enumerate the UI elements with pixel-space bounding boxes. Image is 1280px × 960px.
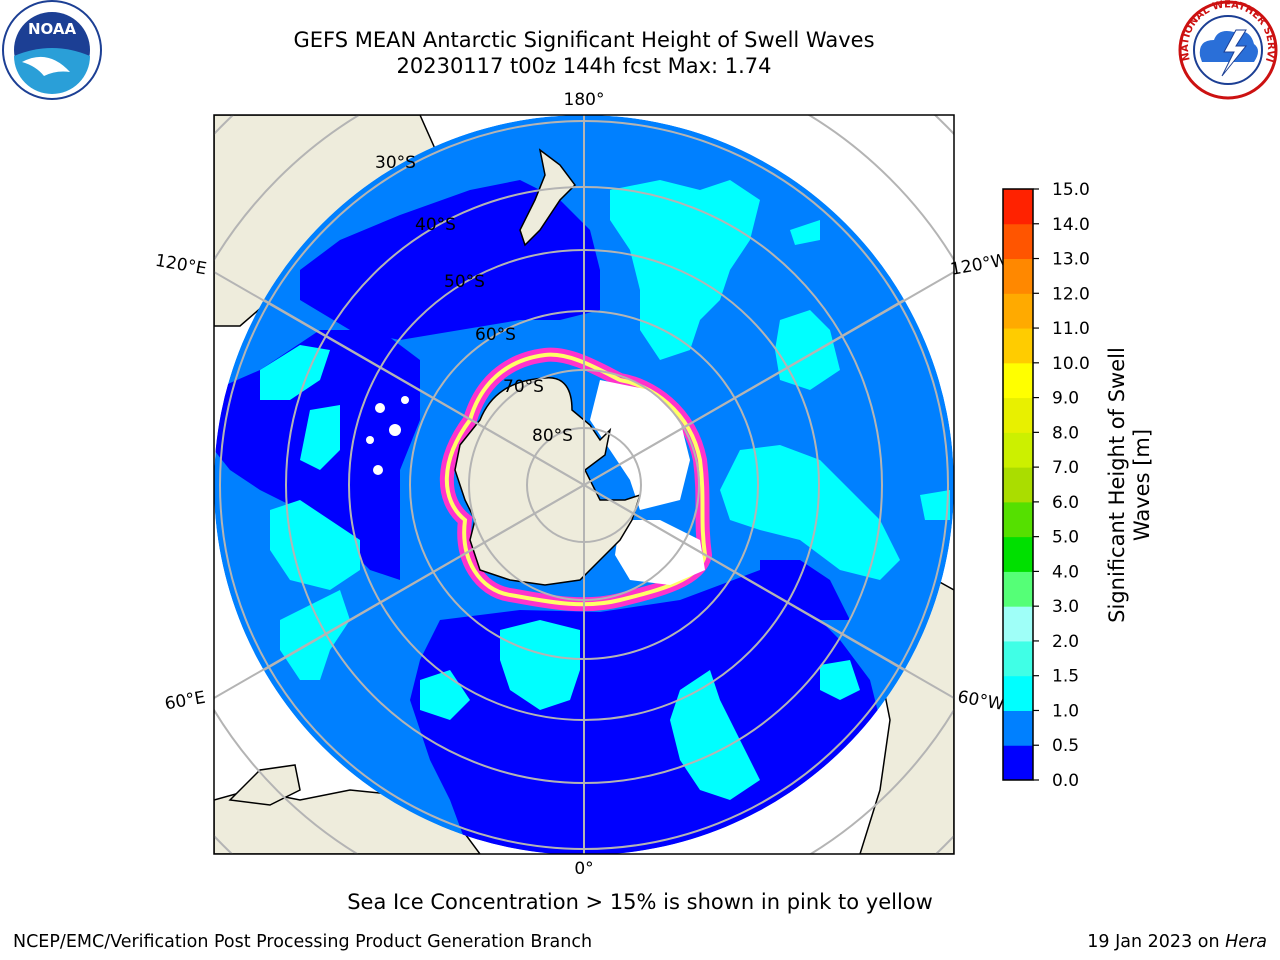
colorbar-bin [1003,467,1033,503]
footer-host: Hera [1225,932,1267,952]
footer-date: 19 Jan 2023 on Hera [1087,932,1267,952]
colorbar-bin [1003,640,1033,677]
colorbar: 0.0 0.5 1.0 1.5 2.0 3.0 4.0 5.0 6.0 7.0 8.0 9.0 10.0… [1002,180,1090,791]
colorbar-tick-label: 0.5 [1052,736,1079,756]
map-frame-border [213,114,955,855]
colorbar-tick-label: 1.0 [1052,701,1079,721]
colorbar-tick-label: 9.0 [1052,389,1079,409]
lat-label: 70°S [503,377,544,397]
colorbar-bin [1003,189,1033,225]
colorbar-bin [1003,571,1033,607]
colorbar-title-line2: Waves [m] [1130,428,1154,542]
sea-ice-caption: Sea Ice Concentration > 15% is shown in … [347,890,933,914]
colorbar-tick-label: 5.0 [1052,528,1079,548]
colorbar-bin [1003,293,1033,329]
lon-label: 60°E [163,688,207,715]
colorbar-bin [1003,536,1033,572]
colorbar-bin [1003,258,1033,294]
lon-label: 0° [574,859,593,879]
colorbar-tick-label: 14.0 [1052,215,1090,235]
colorbar-tick-label: 13.0 [1052,250,1090,270]
chart-subtitle: 20230117 t00z 144h fcst Max: 1.74 [396,54,772,78]
colorbar-bin [1003,397,1033,433]
lat-label: 50°S [444,272,485,292]
colorbar-bin [1003,223,1033,260]
new-zealand [519,148,576,247]
colorbar-tick-label: 3.0 [1052,597,1079,617]
colorbar-tick-label: 1.5 [1052,667,1079,687]
colorbar-tick-label: 4.0 [1052,562,1079,582]
lon-label: 120°W [949,250,1010,280]
colorbar-tick-label: 7.0 [1052,458,1079,478]
colorbar-bin [1003,432,1033,468]
ross-sea-ice [590,380,690,510]
lat-label: 60°S [475,325,516,345]
colorbar-bin [1003,328,1033,364]
footer-producer: NCEP/EMC/Verification Post Processing Pr… [13,932,593,952]
colorbar-tick-label: 2.0 [1052,632,1079,652]
colorbar-tick-label: 0.0 [1052,771,1079,791]
lon-label: 120°E [154,251,208,280]
colorbar-bin [1003,362,1033,399]
colorbar-bin [1003,710,1033,746]
colorbar-title-line1: Significant Height of Swell [1105,347,1129,623]
colorbar-bin [1003,606,1033,642]
colorbar-frame [1002,188,1034,781]
lat-label: 40°S [415,215,456,235]
chart-title: GEFS MEAN Antarctic Significant Height o… [293,28,875,52]
lat-label: 80°S [532,426,573,446]
colorbar-tick-label: 15.0 [1052,180,1090,200]
lat-label: 30°S [375,153,416,173]
colorbar-bin [1003,745,1033,781]
colorbar-tick-label: 8.0 [1052,423,1079,443]
colorbar-title: Significant Height of Swell Waves [m] [1105,335,1155,635]
colorbar-bin [1003,501,1033,538]
colorbar-bin [1003,675,1033,711]
weddell-sea-ice [615,520,705,585]
colorbar-tick-label: 11.0 [1052,319,1090,339]
graticule-outer [214,115,954,854]
colorbar-tick-label: 12.0 [1052,284,1090,304]
colorbar-tick-label: 6.0 [1052,493,1079,513]
colorbar-tick-label: 10.0 [1052,354,1090,374]
nws-logo: NATIONAL WEATHER SERVICE [0,0,1278,100]
lon-label: 180° [564,90,605,110]
latitude-labels: 30°S 40°S 50°S 60°S 70°S 80°S [375,153,573,446]
noaa-logo-text: NOAA [28,20,77,38]
lon-label: 60°W [956,687,1006,715]
nws-logo-text: NATIONAL WEATHER SERVICE [0,0,1276,63]
no-data-patches [366,396,409,475]
footer-date-text: 19 Jan 2023 on [1087,932,1226,952]
noaa-logo: NOAA [2,0,102,100]
